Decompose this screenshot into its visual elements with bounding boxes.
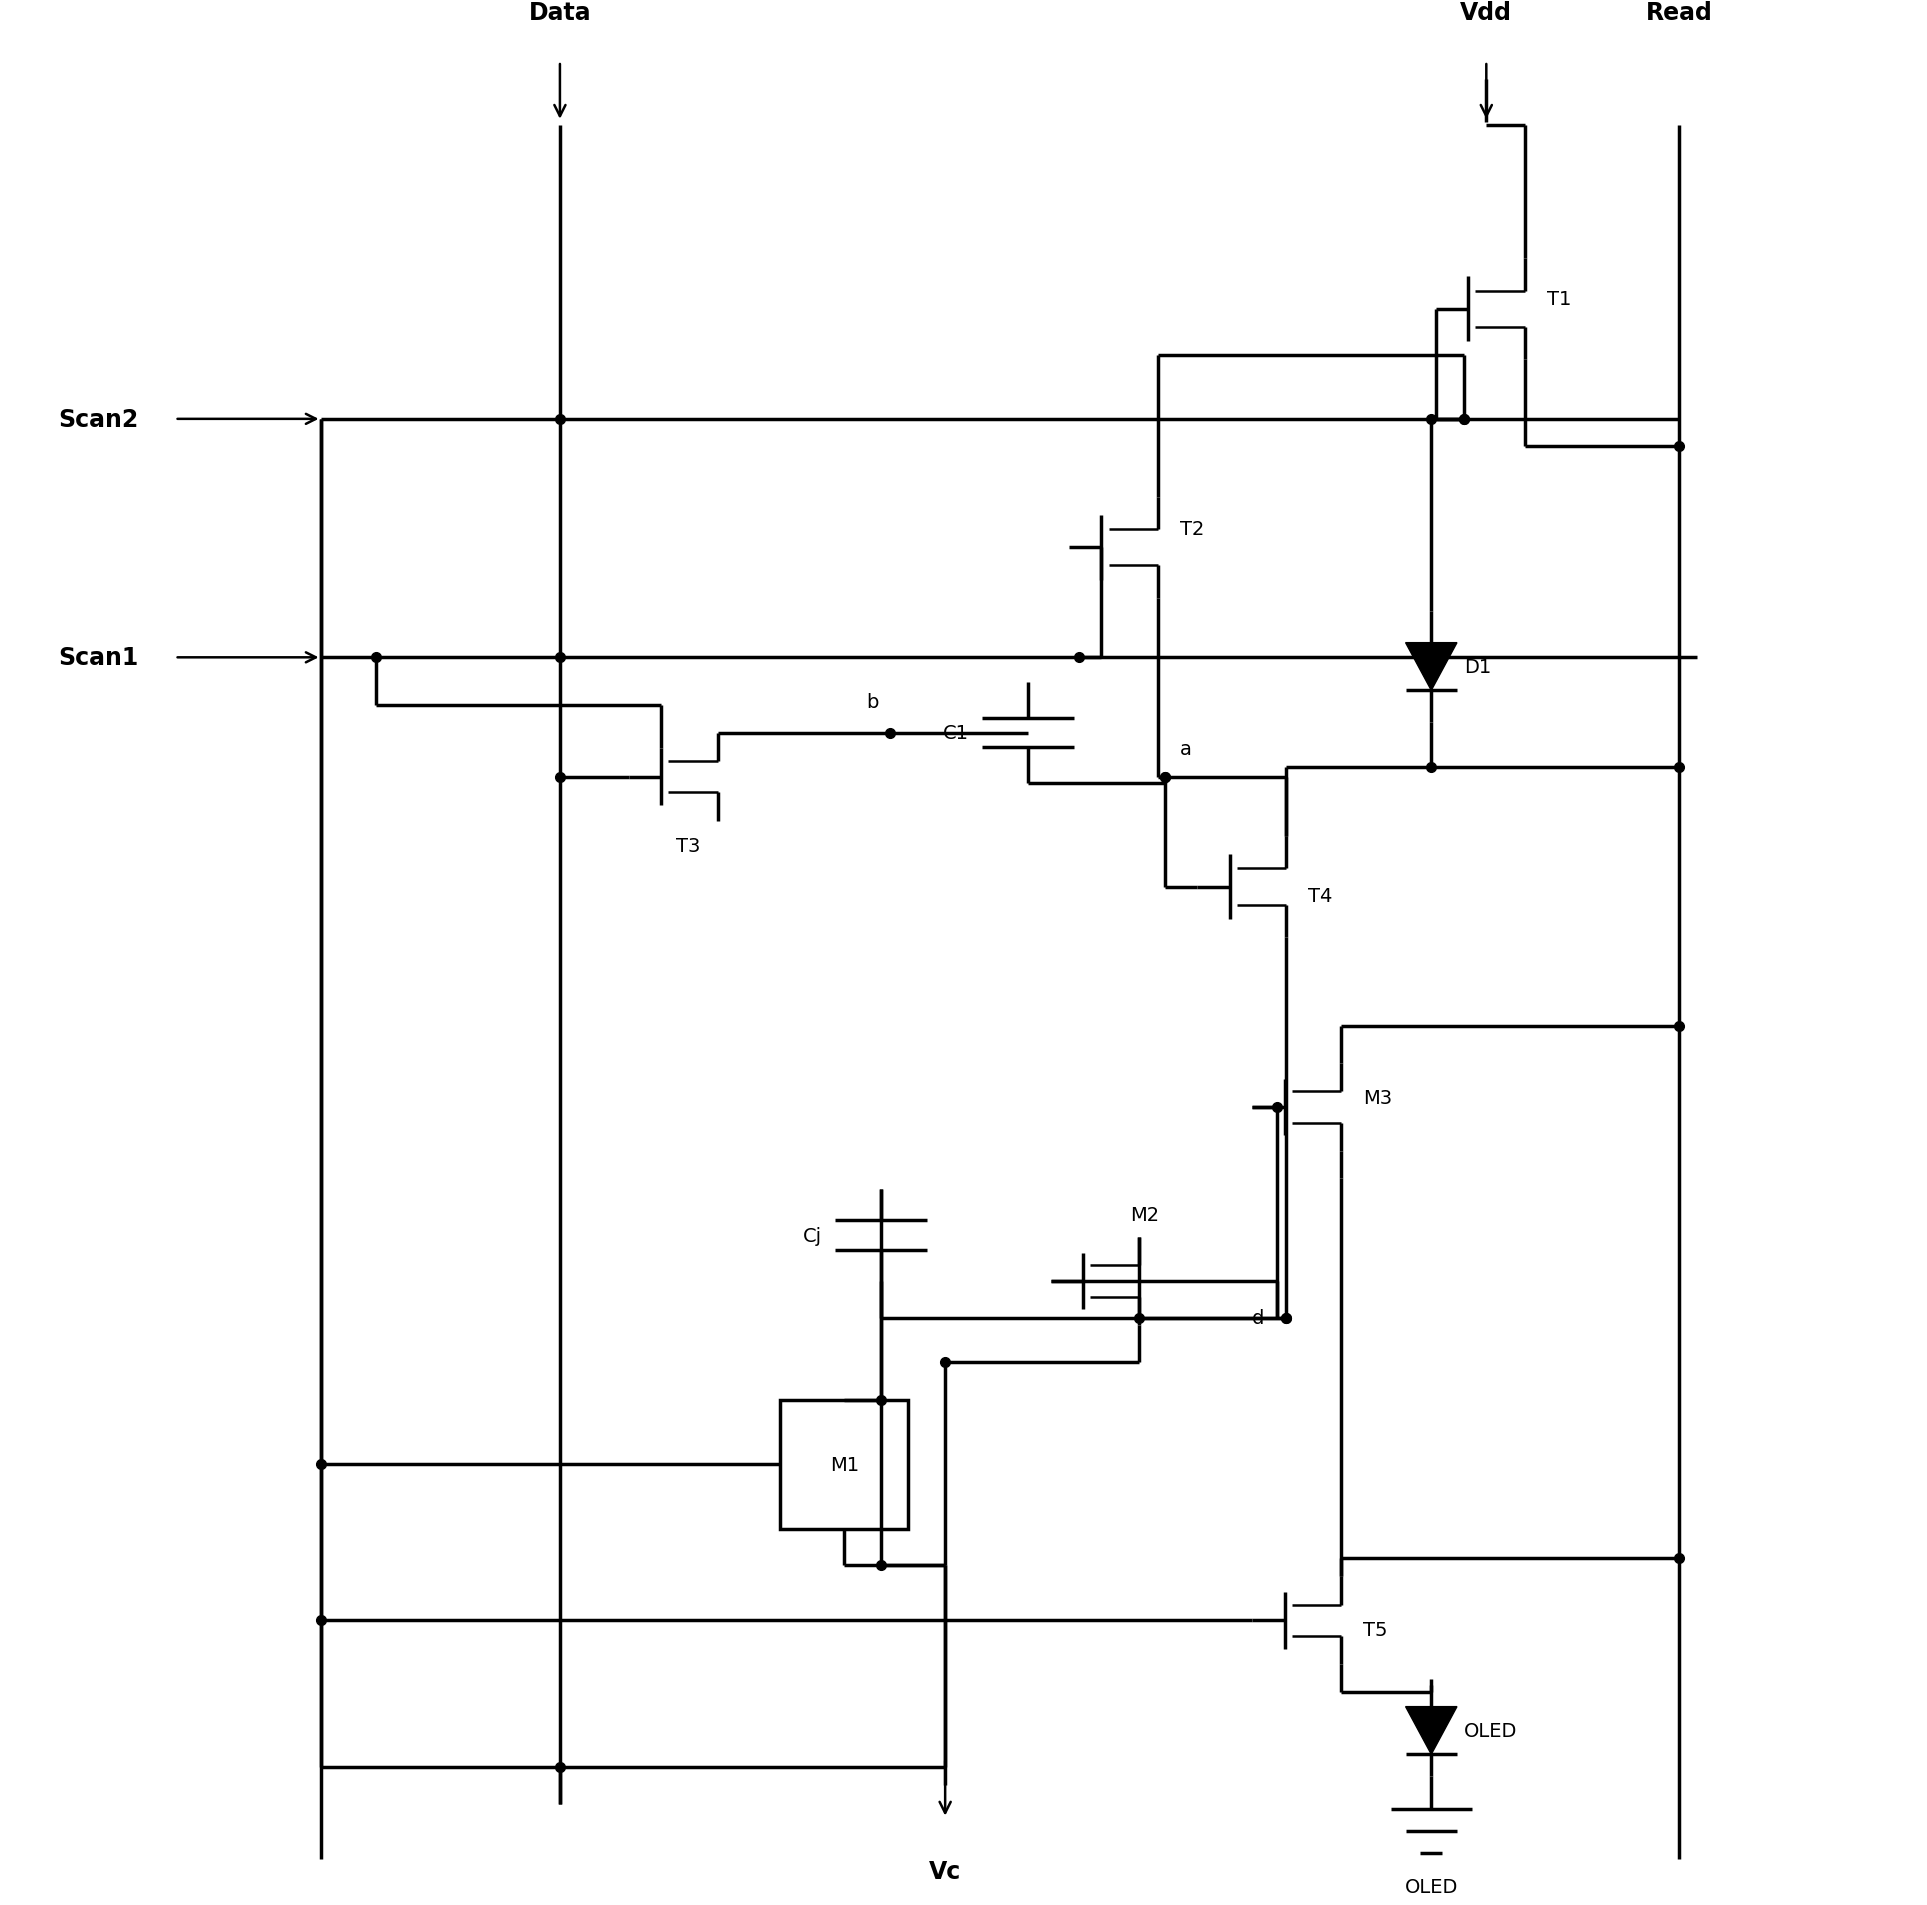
- Text: OLED: OLED: [1405, 1876, 1459, 1895]
- Text: Read: Read: [1646, 2, 1713, 25]
- Polygon shape: [1405, 644, 1457, 692]
- Text: C1: C1: [942, 724, 969, 743]
- Text: D1: D1: [1465, 657, 1491, 676]
- Polygon shape: [1405, 1707, 1457, 1755]
- Text: Vc: Vc: [929, 1859, 962, 1882]
- Text: OLED: OLED: [1465, 1720, 1518, 1739]
- Text: M1: M1: [831, 1455, 859, 1474]
- Text: M2: M2: [1131, 1206, 1160, 1225]
- Text: T2: T2: [1179, 520, 1204, 539]
- Bar: [780, 1400, 908, 1530]
- Text: Vdd: Vdd: [1461, 2, 1513, 25]
- Text: T5: T5: [1362, 1621, 1387, 1638]
- Text: T1: T1: [1547, 290, 1571, 309]
- Text: a: a: [1179, 739, 1191, 758]
- Text: Cj: Cj: [804, 1227, 823, 1246]
- Text: M3: M3: [1362, 1088, 1393, 1107]
- Text: T3: T3: [676, 836, 701, 855]
- Text: Scan2: Scan2: [58, 408, 139, 432]
- Text: T4: T4: [1308, 888, 1333, 905]
- Text: b: b: [867, 692, 879, 711]
- Text: Data: Data: [528, 2, 592, 25]
- Text: d: d: [1253, 1309, 1264, 1328]
- Text: Scan1: Scan1: [58, 646, 139, 671]
